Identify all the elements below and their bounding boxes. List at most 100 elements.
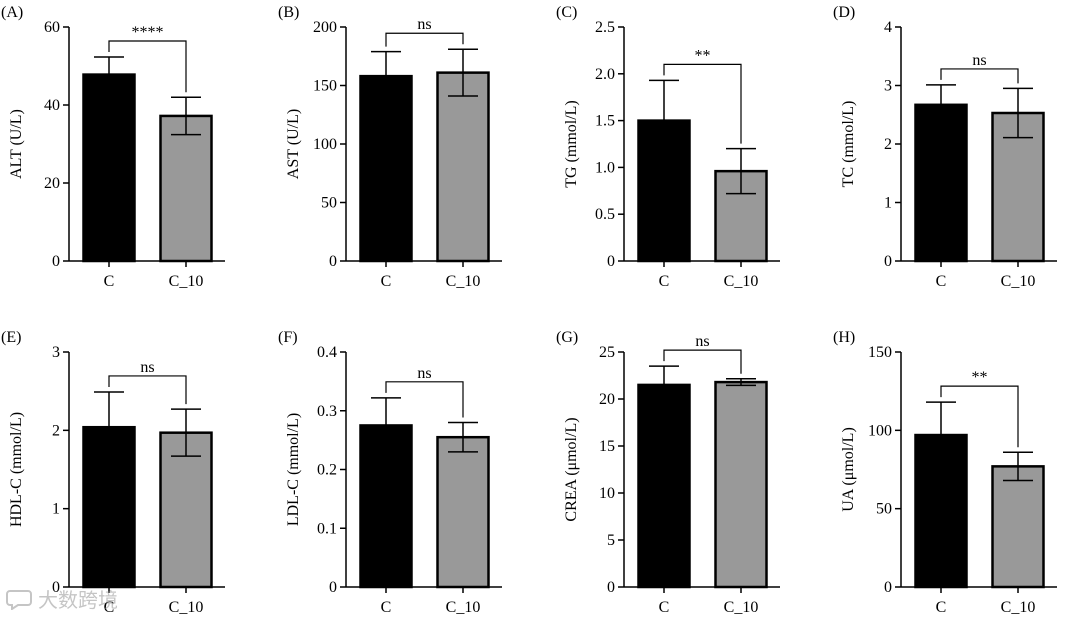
y-tick-label: 40 [44, 97, 60, 114]
y-tick-label: 2 [884, 136, 892, 153]
y-tick-label: 5 [607, 532, 615, 549]
y-tick-label: 1 [884, 195, 892, 212]
bar-c10 [436, 71, 490, 263]
y-tick-label: 3 [884, 78, 892, 95]
bar-c10 [714, 380, 768, 589]
significance-label: ns [695, 333, 709, 350]
error-bar [1003, 87, 1033, 139]
x-tick-label: C_10 [724, 273, 759, 290]
x-tick-label: C [381, 273, 392, 290]
chart-panel-1: (A) ALT (U/L) 0 20 40 60 C C_10 **** [1, 4, 225, 290]
error-bar [94, 56, 124, 93]
y-axis-label: LDL-C (mmol/L) [285, 413, 302, 526]
y-tick-label: 25 [599, 344, 615, 361]
error-bar [371, 50, 401, 102]
chart-panel-7: (G) CREA (μmol/L) 0 5 10 15 20 25 C C_10 ns [556, 329, 780, 616]
y-tick-label: 0.2 [317, 462, 337, 479]
x-tick-label: C [104, 599, 115, 616]
y-axis-label: TC (mmol/L) [840, 101, 857, 188]
y-axis-label: HDL-C (mmol/L) [8, 412, 25, 527]
error-bar [926, 401, 956, 469]
y-tick-label: 100 [313, 136, 337, 153]
y-axis-label: ALT (U/L) [8, 109, 25, 179]
y-tick-label: 60 [44, 19, 60, 36]
significance-bracket: ns [385, 16, 464, 47]
chart-panel-6: (F) LDL-C (mmol/L) 0 0.1 0.2 0.3 0.4 C C_10 ns [278, 329, 502, 616]
error-bar [649, 365, 679, 405]
bar-c10 [159, 431, 213, 589]
bar-c10 [159, 114, 213, 263]
x-tick-label: C [381, 599, 392, 616]
x-tick-label: C [659, 599, 670, 616]
significance-label: ns [417, 16, 431, 33]
panel-label: (B) [278, 4, 299, 21]
y-tick-label: 1.0 [595, 159, 615, 176]
significance-label: **** [132, 24, 164, 41]
significance-label: ns [140, 359, 154, 376]
error-bar [171, 96, 201, 136]
error-bar [371, 397, 401, 454]
bracket-line [940, 68, 1019, 84]
x-tick-label: C [659, 273, 670, 290]
y-tick-label: 0.1 [317, 520, 337, 537]
panel-label: (C) [556, 4, 577, 21]
bar-c [82, 425, 136, 589]
significance-bracket: **** [108, 24, 187, 93]
bracket-line [663, 63, 742, 144]
y-tick-label: 0 [329, 253, 337, 270]
chart-panel-5: (E) HDL-C (mmol/L) 0 1 2 3 C C_10 ns [1, 329, 225, 616]
y-tick-label: 0.4 [317, 344, 337, 361]
x-tick-label: C_10 [169, 599, 204, 616]
y-tick-label: 0 [607, 579, 615, 596]
panel-label: (H) [833, 329, 855, 346]
y-tick-label: 100 [868, 422, 892, 439]
y-tick-label: 15 [599, 438, 615, 455]
error-bar [448, 421, 478, 453]
chart-panel-3: (C) TG (mmol/L) 0 0.5 1.0 1.5 2.0 2.5 C C_10 ** [556, 4, 780, 290]
bracket-line [385, 32, 464, 47]
significance-label: ** [695, 47, 711, 64]
y-tick-label: 0 [884, 253, 892, 270]
y-tick-label: 4 [884, 19, 892, 36]
bar-c10 [436, 435, 490, 589]
significance-label: ** [972, 369, 988, 386]
error-bar [1003, 451, 1033, 482]
bar-c [359, 74, 413, 263]
y-tick-label: 150 [313, 78, 337, 95]
bar-c [82, 73, 136, 263]
significance-bracket: ns [108, 359, 187, 405]
y-axis-label: AST (U/L) [285, 109, 302, 179]
y-tick-label: 0 [607, 253, 615, 270]
y-tick-label: 2.5 [595, 19, 615, 36]
significance-label: ns [972, 52, 986, 69]
x-tick-label: C_10 [169, 273, 204, 290]
significance-bracket: ns [663, 333, 742, 374]
x-tick-label: C_10 [446, 599, 481, 616]
y-tick-label: 50 [876, 501, 892, 518]
bracket-line [108, 40, 187, 93]
y-axis-label: CREA (μmol/L) [563, 417, 580, 521]
error-bar [926, 84, 956, 126]
y-tick-label: 0 [329, 579, 337, 596]
x-tick-label: C_10 [1001, 273, 1036, 290]
panel-label: (D) [833, 4, 855, 21]
bracket-line [108, 375, 187, 405]
panel-label: (A) [1, 4, 23, 21]
y-tick-label: 1 [52, 501, 60, 518]
x-tick-label: C [104, 273, 115, 290]
y-tick-label: 10 [599, 485, 615, 502]
panel-label: (E) [1, 329, 21, 346]
y-tick-label: 0.3 [317, 403, 337, 420]
y-tick-label: 2.0 [595, 66, 615, 83]
bar-c [637, 383, 691, 589]
y-tick-label: 3 [52, 344, 60, 361]
y-axis-label: TG (mmol/L) [563, 100, 580, 188]
panel-label: (G) [556, 329, 578, 346]
y-tick-label: 0 [52, 579, 60, 596]
chart-panel-4: (D) TC (mmol/L) 0 1 2 3 4 C C_10 ns [833, 4, 1057, 290]
significance-bracket: ns [940, 52, 1019, 84]
y-tick-label: 50 [321, 195, 337, 212]
y-tick-label: 0 [884, 579, 892, 596]
bracket-line [663, 349, 742, 374]
chart-panel-8: (H) UA (μmol/L) 0 50 100 150 C C_10 ** [833, 329, 1057, 616]
